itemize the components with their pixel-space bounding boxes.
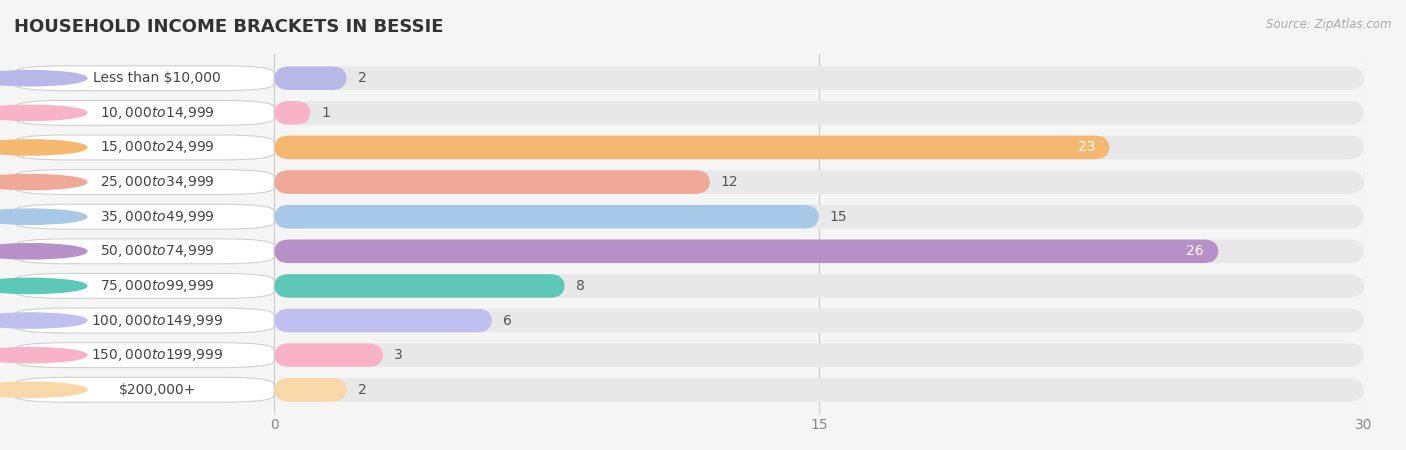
Circle shape (0, 105, 87, 121)
FancyBboxPatch shape (274, 378, 347, 401)
Text: 26: 26 (1187, 244, 1204, 258)
Text: 3: 3 (394, 348, 402, 362)
Text: $25,000 to $34,999: $25,000 to $34,999 (100, 174, 215, 190)
Circle shape (0, 175, 87, 190)
FancyBboxPatch shape (274, 205, 1364, 229)
Circle shape (0, 209, 87, 224)
FancyBboxPatch shape (14, 100, 274, 125)
Text: 6: 6 (503, 314, 512, 328)
FancyBboxPatch shape (14, 377, 274, 402)
FancyBboxPatch shape (14, 170, 274, 194)
FancyBboxPatch shape (14, 239, 274, 264)
FancyBboxPatch shape (274, 205, 818, 229)
FancyBboxPatch shape (274, 136, 1109, 159)
Circle shape (0, 71, 87, 86)
FancyBboxPatch shape (274, 67, 1364, 90)
Text: 2: 2 (357, 71, 367, 85)
Circle shape (0, 140, 87, 155)
Text: 15: 15 (830, 210, 848, 224)
FancyBboxPatch shape (274, 309, 492, 332)
FancyBboxPatch shape (274, 343, 382, 367)
FancyBboxPatch shape (14, 204, 274, 229)
FancyBboxPatch shape (14, 308, 274, 333)
FancyBboxPatch shape (14, 135, 274, 160)
Circle shape (0, 244, 87, 259)
Text: 8: 8 (575, 279, 585, 293)
Text: $10,000 to $14,999: $10,000 to $14,999 (100, 105, 215, 121)
FancyBboxPatch shape (274, 136, 1364, 159)
FancyBboxPatch shape (274, 101, 1364, 125)
FancyBboxPatch shape (274, 170, 710, 194)
Text: $15,000 to $24,999: $15,000 to $24,999 (100, 140, 215, 155)
Text: $75,000 to $99,999: $75,000 to $99,999 (100, 278, 215, 294)
FancyBboxPatch shape (274, 239, 1219, 263)
Circle shape (0, 382, 87, 397)
Circle shape (0, 313, 87, 328)
FancyBboxPatch shape (274, 343, 1364, 367)
FancyBboxPatch shape (14, 343, 274, 368)
Text: HOUSEHOLD INCOME BRACKETS IN BESSIE: HOUSEHOLD INCOME BRACKETS IN BESSIE (14, 18, 443, 36)
FancyBboxPatch shape (274, 378, 1364, 401)
Text: $35,000 to $49,999: $35,000 to $49,999 (100, 209, 215, 225)
FancyBboxPatch shape (274, 274, 565, 298)
FancyBboxPatch shape (274, 274, 1364, 298)
FancyBboxPatch shape (14, 274, 274, 298)
FancyBboxPatch shape (274, 67, 347, 90)
FancyBboxPatch shape (14, 66, 274, 91)
Text: $50,000 to $74,999: $50,000 to $74,999 (100, 243, 215, 259)
Text: Less than $10,000: Less than $10,000 (93, 71, 221, 85)
Text: $100,000 to $149,999: $100,000 to $149,999 (91, 313, 224, 328)
Circle shape (0, 278, 87, 293)
Text: 1: 1 (322, 106, 330, 120)
Text: Source: ZipAtlas.com: Source: ZipAtlas.com (1267, 18, 1392, 31)
Text: 23: 23 (1077, 140, 1095, 154)
FancyBboxPatch shape (274, 101, 311, 125)
Text: $200,000+: $200,000+ (118, 383, 195, 397)
Circle shape (0, 347, 87, 363)
Text: $150,000 to $199,999: $150,000 to $199,999 (91, 347, 224, 363)
FancyBboxPatch shape (274, 239, 1364, 263)
FancyBboxPatch shape (274, 309, 1364, 332)
Text: 2: 2 (357, 383, 367, 397)
Text: 12: 12 (721, 175, 738, 189)
FancyBboxPatch shape (274, 170, 1364, 194)
